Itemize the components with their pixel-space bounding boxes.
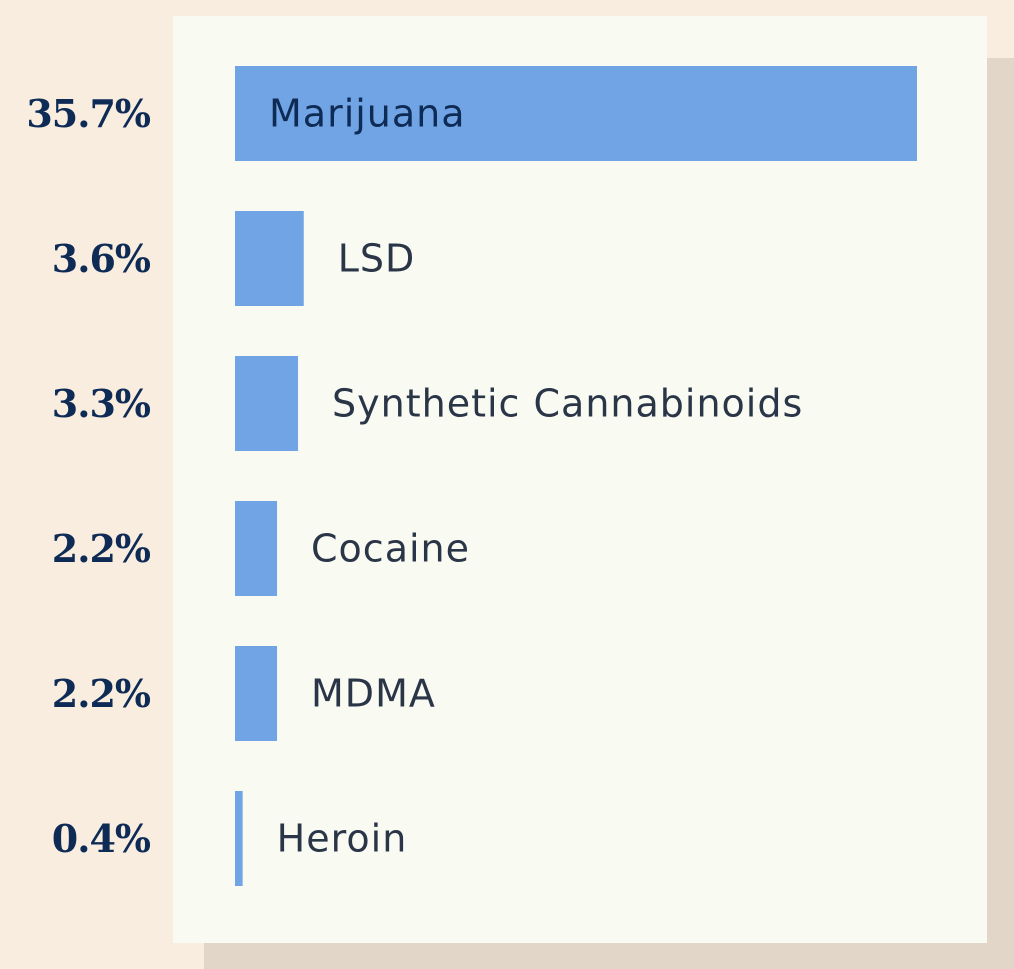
value-label-cocaine: 2.2% (52, 526, 151, 571)
bar-marijuana (235, 66, 917, 161)
labels-layer: 35.7% Marijuana 3.6% LSD 3.3% Synthetic Canna… (26, 91, 803, 861)
value-label-mdma: 2.2% (52, 671, 151, 716)
bar-cocaine (235, 501, 278, 596)
chart-card (173, 16, 987, 943)
bar-lsd (235, 211, 304, 306)
bar-mdma (235, 646, 278, 741)
category-label-heroin: Heroin (277, 817, 408, 861)
bar-synthetic-cannabinoids (235, 356, 299, 451)
value-label-synthetic-cannabinoids: 3.3% (52, 381, 151, 426)
category-label-lsd: LSD (338, 237, 416, 281)
category-label-marijuana: Marijuana (269, 92, 466, 136)
value-label-heroin: 0.4% (52, 816, 151, 861)
category-label-cocaine: Cocaine (311, 527, 470, 571)
bar-heroin (235, 791, 243, 886)
value-label-lsd: 3.6% (52, 236, 151, 281)
value-label-marijuana: 35.7% (26, 91, 151, 136)
bars-layer (235, 66, 917, 886)
category-label-synthetic-cannabinoids: Synthetic Cannabinoids (332, 382, 803, 426)
category-label-mdma: MDMA (311, 672, 436, 716)
